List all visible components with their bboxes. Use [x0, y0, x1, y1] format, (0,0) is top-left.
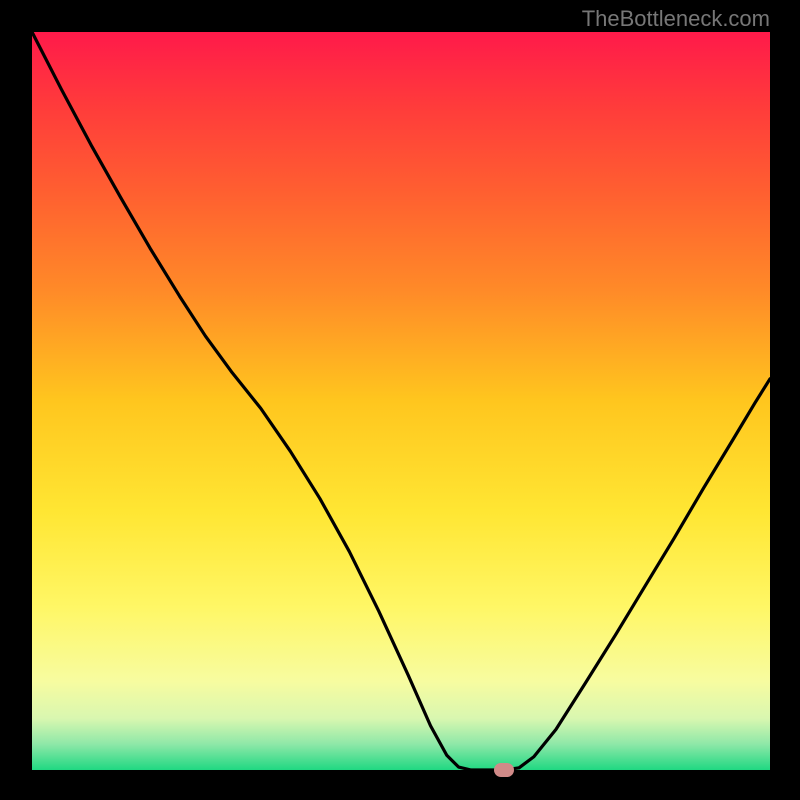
bottleneck-curve: [0, 0, 800, 800]
optimal-point-marker: [494, 763, 514, 777]
chart-root: TheBottleneck.com: [0, 0, 800, 800]
